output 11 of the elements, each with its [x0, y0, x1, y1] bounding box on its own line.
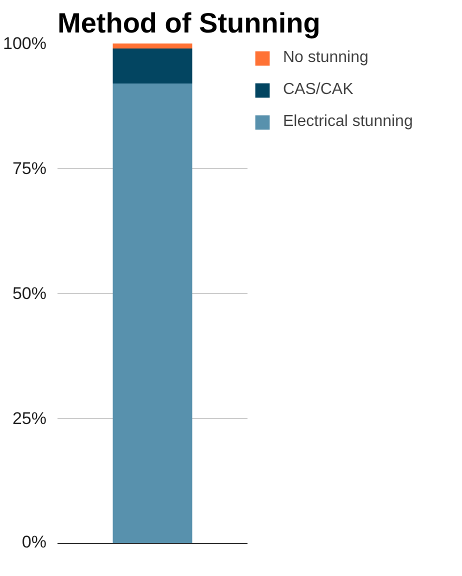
bar — [112, 44, 192, 48]
y-tick-label: 100% — [3, 34, 47, 53]
chart-title: Method of Stunning — [58, 8, 320, 38]
legend-label: No stunning — [283, 49, 368, 67]
legend-label: Electrical stunning — [283, 113, 413, 131]
y-tick-label: 50% — [12, 284, 47, 303]
y-tick-label: 0% — [22, 532, 47, 552]
legend-label: CAS/CAK — [283, 81, 354, 99]
y-tick-label: 75% — [12, 159, 47, 178]
bar — [112, 48, 192, 84]
y-tick-label: 25% — [12, 409, 47, 428]
